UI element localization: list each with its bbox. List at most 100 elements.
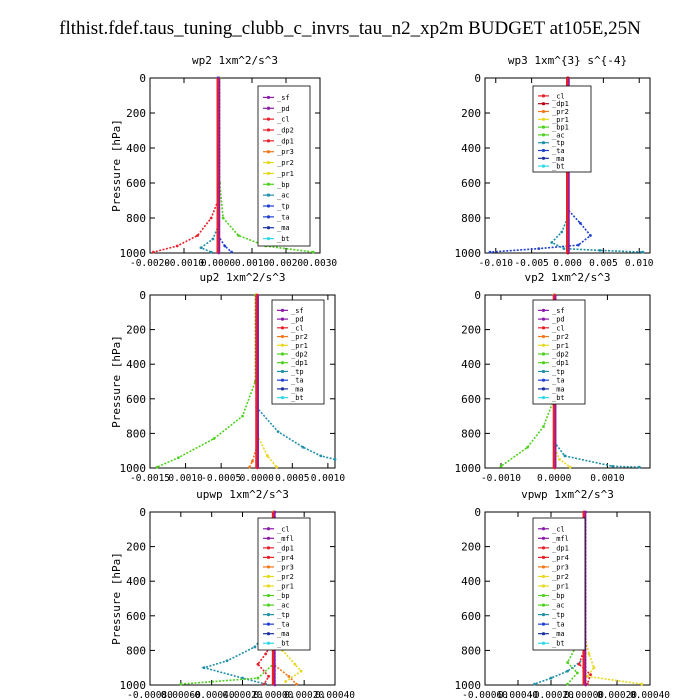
y-tick-label: 200: [461, 324, 481, 337]
series-point-yellow: [558, 457, 561, 461]
legend-marker: [266, 565, 271, 569]
legend-marker: [541, 396, 546, 400]
y-tick-label: 1000: [455, 247, 482, 260]
series-point-green: [179, 682, 183, 686]
legend: _cl_mfl_dp1_pr4_pr3_pr2_pr1_bp_ac_tp_ta_…: [532, 517, 586, 651]
legend-label: _pr4: [277, 554, 294, 562]
y-tick-label: 800: [126, 427, 146, 440]
legend-marker: [266, 584, 271, 588]
series-point-green: [566, 682, 569, 686]
y-tick-label: 200: [461, 107, 481, 120]
x-tick-label: 0.00060: [161, 690, 201, 700]
x-tick-label: 0.0000: [537, 473, 572, 484]
legend-marker: [266, 160, 271, 165]
series-point-teal: [533, 682, 536, 686]
legend-marker: [280, 396, 285, 400]
y-tick-label: 600: [126, 393, 146, 406]
legend-label: _sf: [277, 94, 290, 102]
series-point-green: [237, 234, 240, 237]
series-point-blue: [230, 250, 234, 254]
legend-marker: [266, 574, 271, 579]
legend: _cl_mfl_dp1_pr4_pr3_pr2_pr1_bp_ac_tp_ta_…: [257, 517, 311, 651]
y-tick-label: 1000: [455, 679, 482, 692]
legend-marker: [541, 109, 546, 114]
legend-marker: [541, 102, 546, 106]
legend: _sf _pd _cl _dp2 _dp1 _pr3 _pr2 _pr1 _bp _ac _tp _t…: [257, 85, 311, 247]
legend-marker: [266, 603, 271, 607]
legend: _sf_pd_cl_pr2_pr1_dp2_dp1_tp_ta_ma_bt: [271, 299, 325, 405]
legend-marker: [541, 125, 546, 129]
y-tick-label: 400: [461, 142, 481, 155]
legend-box: [257, 517, 311, 651]
series-point-orange: [248, 465, 252, 469]
series-point-green: [576, 671, 579, 675]
series-point-green: [566, 661, 569, 664]
y-tick-label: 400: [126, 358, 146, 371]
legend-marker: [266, 204, 271, 208]
y-tick-label: 400: [461, 358, 481, 371]
y-tick-label: 600: [461, 393, 481, 406]
legend-marker: [266, 236, 271, 241]
y-tick-label: 1000: [120, 247, 147, 260]
y-tick-label: 600: [126, 610, 146, 623]
series-point-blue: [579, 221, 582, 225]
legend-label: _ta: [552, 147, 565, 155]
legend-marker: [541, 555, 546, 559]
series-point-orange: [287, 674, 291, 678]
legend-label: _ta: [277, 621, 290, 629]
legend-marker: [541, 343, 546, 347]
legend-label: _sf: [552, 307, 565, 315]
y-tick-label: 800: [126, 212, 146, 225]
series-line-orange: [248, 295, 258, 468]
legend-marker: [541, 641, 546, 645]
series-point-red: [577, 662, 581, 666]
legend-label: _cl: [277, 525, 290, 533]
legend-marker: [541, 546, 546, 550]
y-tick-label: 1000: [120, 462, 147, 475]
legend-marker: [541, 622, 546, 626]
x-tick-label: -0.00040: [189, 690, 235, 700]
legend-label: _ac: [277, 602, 290, 610]
y-tick-label: 600: [461, 177, 481, 190]
series-point-teal: [209, 250, 213, 254]
legend-label: _pd: [277, 105, 290, 113]
legend-label: _mfl: [552, 535, 569, 543]
series-point-yellow: [568, 465, 572, 469]
series-point-teal: [319, 454, 323, 458]
series-point-red: [209, 216, 213, 220]
series-point-red: [152, 250, 155, 254]
series-point-blue: [537, 247, 541, 251]
series-line-green: [180, 512, 275, 685]
series-point-yellow: [592, 666, 596, 670]
legend-label: _ac: [552, 602, 565, 610]
x-tick-label: -0.005: [514, 258, 548, 269]
legend-marker: [266, 555, 271, 559]
legend-label: _tp: [552, 139, 565, 147]
series-point-teal: [560, 230, 564, 234]
x-tick-label: 0.0010: [311, 473, 346, 484]
y-tick-label: 1000: [455, 462, 482, 475]
chart-panel-2: wp3 1xm^{3} s^{-4} 0 200 400 600 800 1000-0.01…: [455, 54, 654, 269]
legend-marker: [541, 164, 546, 168]
series-point-green: [526, 445, 529, 449]
legend-marker: [266, 215, 271, 219]
series-point-teal: [598, 248, 602, 252]
legend-label: _dp1: [552, 544, 569, 552]
legend-marker: [266, 641, 271, 645]
legend-marker: [266, 527, 271, 531]
y-tick-label: 200: [126, 541, 146, 554]
series-point-teal: [641, 250, 645, 254]
series-point-yellow: [266, 454, 269, 458]
legend-label: _ta: [291, 377, 304, 385]
y-tick-label: 400: [126, 142, 146, 155]
series-point-green: [155, 465, 159, 469]
x-tick-label: -0.0010: [164, 258, 204, 269]
series-point-yellow: [640, 682, 644, 686]
series-point-green: [241, 414, 244, 418]
legend-marker: [280, 317, 285, 321]
legend-label: _dp1: [277, 137, 294, 145]
chart-panel-5: upwp 1xm^2/s^3 Pressure [hPa] 0 200 400 600 80…: [110, 488, 355, 700]
legend-label: _ma: [277, 630, 290, 638]
panel-title: up2 1xm^2/s^3: [199, 271, 285, 284]
legend-box: [271, 299, 325, 405]
